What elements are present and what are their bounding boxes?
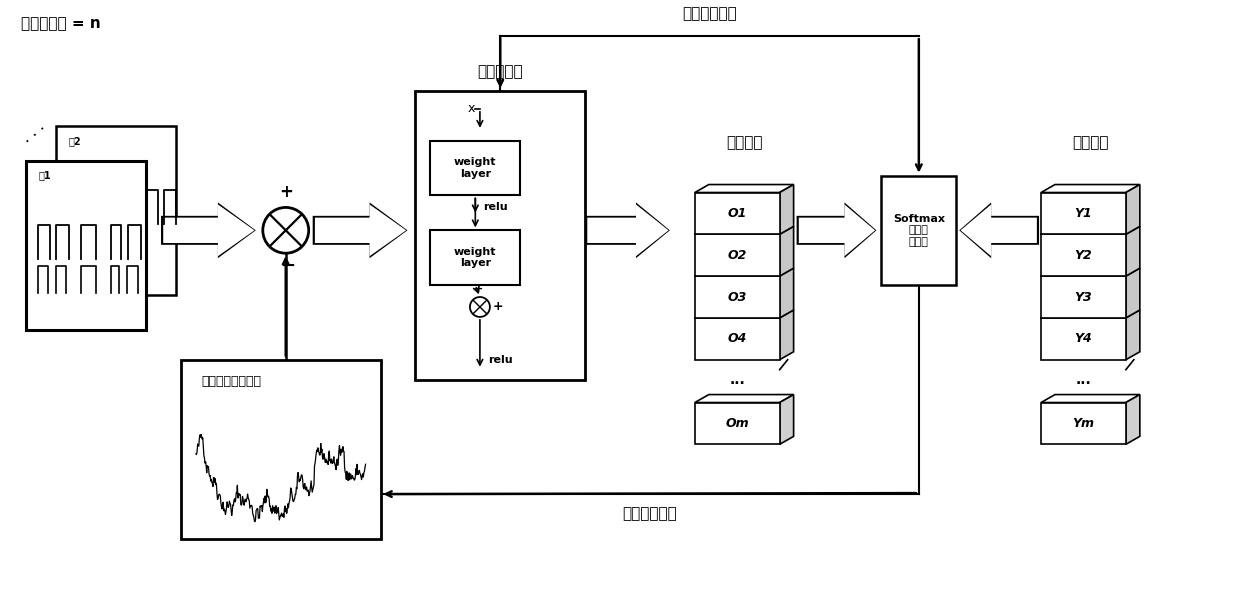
Polygon shape — [780, 226, 794, 276]
Text: 梯度反向传播: 梯度反向传播 — [682, 6, 737, 21]
Text: · · ·: · · · — [22, 122, 51, 149]
Circle shape — [263, 208, 309, 253]
Text: relu: relu — [484, 202, 508, 212]
Text: weight
layer: weight layer — [454, 157, 496, 179]
Polygon shape — [799, 205, 875, 256]
Text: x: x — [467, 103, 475, 115]
Polygon shape — [694, 395, 794, 403]
Polygon shape — [960, 202, 1039, 258]
Text: 网络输出: 网络输出 — [725, 134, 763, 149]
Text: Y2: Y2 — [1075, 249, 1092, 262]
Text: 特征提取器: 特征提取器 — [477, 64, 523, 79]
Text: O1: O1 — [728, 207, 746, 220]
Polygon shape — [780, 310, 794, 360]
Text: relu: relu — [487, 355, 512, 365]
Bar — [1042, 276, 1126, 318]
Polygon shape — [164, 205, 254, 256]
Polygon shape — [1126, 226, 1140, 276]
Text: Y1: Y1 — [1075, 207, 1092, 220]
Polygon shape — [961, 205, 1037, 256]
Text: O3: O3 — [728, 290, 746, 304]
Text: O2: O2 — [728, 249, 746, 262]
Polygon shape — [161, 202, 255, 258]
Text: Y4: Y4 — [1075, 332, 1092, 346]
Polygon shape — [312, 202, 408, 258]
Bar — [415, 91, 585, 380]
Polygon shape — [780, 185, 794, 235]
Bar — [694, 276, 780, 318]
Bar — [694, 235, 780, 276]
Text: +: + — [492, 301, 503, 313]
Bar — [56, 126, 176, 295]
Polygon shape — [780, 395, 794, 445]
Text: 图1: 图1 — [38, 170, 51, 181]
Bar — [882, 176, 956, 285]
Polygon shape — [1126, 268, 1140, 318]
Polygon shape — [315, 205, 407, 256]
Text: Y3: Y3 — [1075, 290, 1092, 304]
Bar — [1042, 193, 1126, 235]
Polygon shape — [585, 202, 670, 258]
Text: 梯度反向传播: 梯度反向传播 — [622, 506, 677, 521]
Bar — [694, 193, 780, 235]
Text: ...: ... — [1075, 373, 1091, 386]
Bar — [694, 318, 780, 360]
Polygon shape — [1042, 395, 1140, 403]
Polygon shape — [796, 202, 877, 258]
Text: 图2: 图2 — [68, 136, 81, 146]
Text: ...: ... — [729, 373, 745, 386]
Text: +: + — [474, 284, 484, 294]
Text: 数据包大小 = n: 数据包大小 = n — [21, 16, 102, 31]
Bar — [1042, 403, 1126, 445]
Bar — [430, 230, 521, 285]
Text: Ym: Ym — [1073, 417, 1095, 430]
Bar — [1042, 318, 1126, 360]
Text: Om: Om — [725, 417, 749, 430]
Polygon shape — [1126, 310, 1140, 360]
Polygon shape — [1042, 185, 1140, 193]
Bar — [26, 161, 146, 330]
Text: O4: O4 — [728, 332, 746, 346]
Bar — [181, 360, 381, 539]
Polygon shape — [1126, 395, 1140, 445]
Polygon shape — [1126, 185, 1140, 235]
Text: 非指纹信号消除器: 非指纹信号消除器 — [201, 374, 260, 388]
Bar — [1042, 235, 1126, 276]
Text: Softmax
与交叉
熵损失: Softmax 与交叉 熵损失 — [893, 214, 945, 247]
Text: +: + — [279, 184, 293, 202]
Bar — [694, 403, 780, 445]
Circle shape — [470, 297, 490, 317]
Polygon shape — [780, 268, 794, 318]
Text: −: − — [280, 257, 295, 275]
Bar — [430, 141, 521, 196]
Text: 参考标签: 参考标签 — [1073, 134, 1109, 149]
Polygon shape — [588, 205, 668, 256]
Polygon shape — [694, 185, 794, 193]
Text: weight
layer: weight layer — [454, 247, 496, 268]
